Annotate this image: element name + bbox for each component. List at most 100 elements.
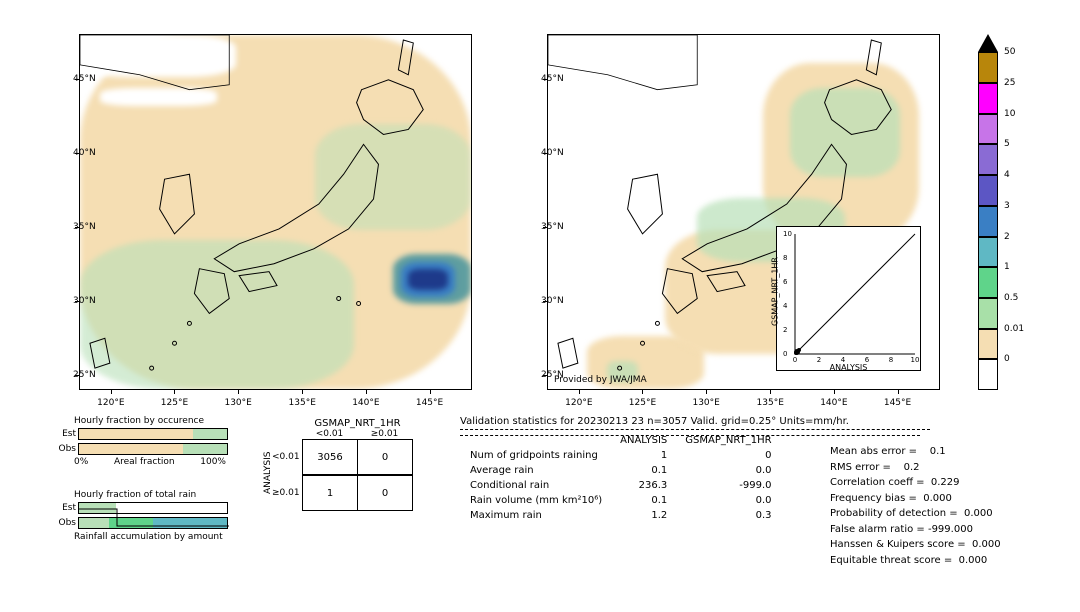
cont-col-title: GSMAP_NRT_1HR bbox=[302, 418, 413, 429]
bar-seg bbox=[193, 429, 227, 439]
scatter-ylabel: GSMAP_NRT_1HR bbox=[771, 242, 780, 342]
xtick: 135°E bbox=[757, 394, 784, 408]
val-a: 0.1 bbox=[612, 494, 675, 507]
bar-seg bbox=[79, 503, 116, 513]
left-map-panel: GSMAP_NRT_1HR estimates for 20230213 23 bbox=[79, 34, 472, 390]
bar-seg bbox=[183, 444, 227, 454]
xtick: 125°E bbox=[161, 394, 188, 408]
cont-01: 0 bbox=[358, 440, 413, 475]
scatter-ytick: 4 bbox=[783, 302, 787, 310]
rain-footer: Rainfall accumulation by amount bbox=[74, 532, 231, 542]
xtick: 140°E bbox=[820, 394, 847, 408]
scatter-xtick: 0 bbox=[793, 356, 797, 364]
bar-seg bbox=[153, 518, 227, 528]
bar-seg bbox=[79, 444, 183, 454]
val-label: Num of gridpoints raining bbox=[462, 449, 610, 462]
colorbar-seg bbox=[978, 206, 998, 237]
colorbar-seg bbox=[978, 144, 998, 175]
xtick: 120°E bbox=[565, 394, 592, 408]
metric-row: False alarm ratio = -999.000 bbox=[830, 522, 1001, 538]
metric-row: RMS error = 0.2 bbox=[830, 460, 1001, 476]
bar-row bbox=[78, 502, 228, 514]
scatter-plot bbox=[777, 227, 922, 372]
cont-ch1: ≥0.01 bbox=[357, 429, 412, 439]
val-label: Average rain bbox=[462, 464, 610, 477]
occ-xmin: 0% bbox=[74, 457, 88, 467]
scatter-xtick: 6 bbox=[865, 356, 869, 364]
colorbar-label: 0.5 bbox=[1004, 293, 1018, 303]
xtick: 125°E bbox=[629, 394, 656, 408]
scatter-xtick: 4 bbox=[841, 356, 845, 364]
occ-xmax: 100% bbox=[200, 457, 226, 467]
val-label: Maximum rain bbox=[462, 509, 610, 522]
colorbar-label: 2 bbox=[1004, 232, 1010, 242]
metric-row: Probability of detection = 0.000 bbox=[830, 506, 1001, 522]
val-a: 236.3 bbox=[612, 479, 675, 492]
bar-row-label: Est bbox=[56, 503, 78, 513]
val-b: -999.0 bbox=[677, 479, 779, 492]
colorbar-seg bbox=[978, 114, 998, 145]
colorbar-label: 25 bbox=[1004, 78, 1015, 88]
xtick: 130°E bbox=[224, 394, 251, 408]
scatter-xlabel: ANALYSIS bbox=[777, 363, 920, 372]
metric-row: Correlation coeff = 0.229 bbox=[830, 475, 1001, 491]
bar-row bbox=[78, 443, 228, 455]
val-b: 0.0 bbox=[677, 494, 779, 507]
colorbar-seg bbox=[978, 175, 998, 206]
bar-row bbox=[78, 428, 228, 440]
val-b: 0.3 bbox=[677, 509, 779, 522]
colorbar-label: 5 bbox=[1004, 139, 1010, 149]
val-b: 0.0 bbox=[677, 464, 779, 477]
colorbar-seg bbox=[978, 359, 998, 390]
xtick: 120°E bbox=[97, 394, 124, 408]
colorbar-label: 0.01 bbox=[1004, 324, 1024, 334]
left-coastlines bbox=[80, 35, 471, 389]
occurrence-bar: Hourly fraction by occurence EstObs 0% A… bbox=[56, 416, 231, 467]
metric-row: Hanssen & Kuipers score = 0.000 bbox=[830, 537, 1001, 553]
metric-row: Mean abs error = 0.1 bbox=[830, 444, 1001, 460]
metrics-list: Mean abs error = 0.1RMS error = 0.2Corre… bbox=[830, 444, 1001, 568]
scatter-ytick: 10 bbox=[783, 230, 792, 238]
rain-title: Hourly fraction of total rain bbox=[74, 490, 231, 500]
bar-seg bbox=[79, 518, 109, 528]
scatter-ytick: 6 bbox=[783, 278, 787, 286]
xtick: 145°E bbox=[416, 394, 443, 408]
colorbar-label: 3 bbox=[1004, 201, 1010, 211]
xtick: 135°E bbox=[289, 394, 316, 408]
colorbar-seg bbox=[978, 83, 998, 114]
cont-rh1: ≥0.01 bbox=[272, 488, 302, 498]
scatter-ytick: 0 bbox=[783, 350, 787, 358]
cont-row-title: ANALYSIS bbox=[263, 482, 273, 494]
occ-title: Hourly fraction by occurence bbox=[74, 416, 231, 426]
colorbar-seg bbox=[978, 329, 998, 360]
colorbar-seg bbox=[978, 52, 998, 83]
colorbar-seg bbox=[978, 298, 998, 329]
metric-row: Equitable threat score = 0.000 bbox=[830, 553, 1001, 569]
val-title: Validation statistics for 20230213 23 n=… bbox=[460, 416, 930, 427]
bar-row-label: Obs bbox=[56, 518, 78, 528]
val-b: 0 bbox=[677, 449, 779, 462]
metric-row: Frequency bias = 0.000 bbox=[830, 491, 1001, 507]
scatter-ytick: 2 bbox=[783, 326, 787, 334]
val-label: Conditional rain bbox=[462, 479, 610, 492]
val-a: 0.1 bbox=[612, 464, 675, 477]
bar-seg bbox=[109, 518, 153, 528]
scatter-xtick: 8 bbox=[889, 356, 893, 364]
xtick: 140°E bbox=[352, 394, 379, 408]
scatter-xtick: 10 bbox=[911, 356, 920, 364]
xtick: 130°E bbox=[692, 394, 719, 408]
right-map-panel: Hourly Radar-AMeDAS analysis for 2023021… bbox=[547, 34, 940, 390]
colorbar-label: 10 bbox=[1004, 109, 1015, 119]
cont-10: 1 bbox=[303, 476, 358, 511]
xtick: 145°E bbox=[884, 394, 911, 408]
cont-ch0: <0.01 bbox=[302, 429, 357, 439]
colorbar-label: 4 bbox=[1004, 170, 1010, 180]
colorbar-label: 0 bbox=[1004, 354, 1010, 364]
provider-label: Provided by JWA/JMA bbox=[554, 375, 647, 385]
contingency-table: GSMAP_NRT_1HR ANALYSIS <0.01 ≥0.01 <0.01… bbox=[260, 418, 413, 511]
cont-00: 3056 bbox=[303, 440, 358, 475]
occ-xlabel: Areal fraction bbox=[114, 457, 175, 467]
bar-row-label: Obs bbox=[56, 444, 78, 454]
colorbar-label: 1 bbox=[1004, 262, 1010, 272]
scatter-xtick: 2 bbox=[817, 356, 821, 364]
